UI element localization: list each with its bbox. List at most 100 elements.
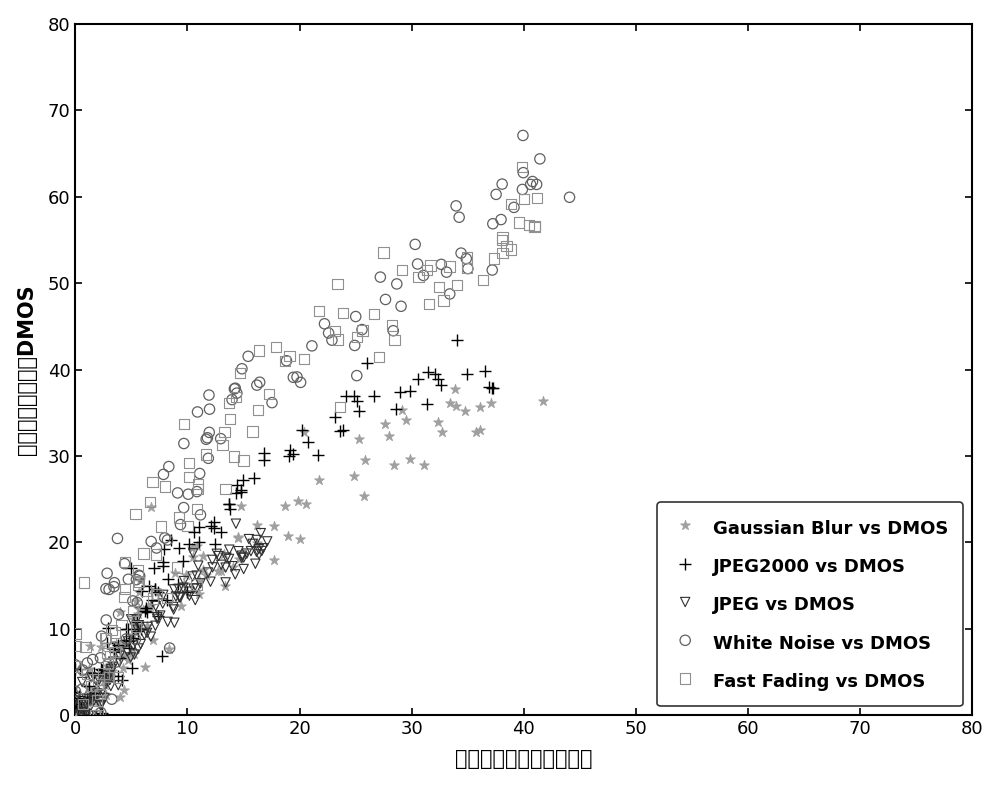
JPEG vs DMOS (168, 590, 184, 603)
JPEG vs DMOS (93, 700, 109, 712)
JPEG vs DMOS (224, 560, 240, 572)
Gaussian Blur vs DMOS (377, 417, 393, 430)
White Noise vs DMOS (118, 633, 134, 645)
White Noise vs DMOS (442, 288, 458, 300)
JPEG2000 vs DMOS (110, 639, 126, 652)
JPEG2000 vs DMOS (112, 652, 128, 664)
JPEG2000 vs DMOS (449, 334, 465, 347)
JPEG vs DMOS (73, 699, 89, 711)
JPEG2000 vs DMOS (233, 486, 249, 498)
Gaussian Blur vs DMOS (173, 599, 189, 612)
JPEG2000 vs DMOS (222, 502, 238, 515)
JPEG2000 vs DMOS (147, 582, 163, 595)
White Noise vs DMOS (94, 630, 110, 642)
White Noise vs DMOS (201, 426, 217, 439)
JPEG2000 vs DMOS (366, 389, 382, 402)
White Noise vs DMOS (117, 557, 133, 570)
JPEG vs DMOS (149, 612, 165, 625)
Fast Fading vs DMOS (157, 480, 173, 493)
JPEG2000 vs DMOS (281, 450, 297, 462)
White Noise vs DMOS (198, 433, 214, 446)
JPEG2000 vs DMOS (129, 616, 145, 629)
Fast Fading vs DMOS (459, 252, 475, 264)
JPEG2000 vs DMOS (213, 526, 229, 538)
JPEG vs DMOS (125, 639, 141, 652)
JPEG2000 vs DMOS (87, 687, 103, 700)
Gaussian Blur vs DMOS (112, 605, 128, 618)
JPEG vs DMOS (213, 559, 229, 571)
Gaussian Blur vs DMOS (94, 667, 110, 679)
JPEG vs DMOS (171, 590, 187, 603)
JPEG2000 vs DMOS (133, 623, 149, 636)
Fast Fading vs DMOS (110, 671, 126, 684)
White Noise vs DMOS (453, 247, 469, 259)
Gaussian Blur vs DMOS (93, 641, 109, 653)
JPEG2000 vs DMOS (73, 701, 89, 714)
JPEG vs DMOS (234, 552, 250, 564)
Gaussian Blur vs DMOS (457, 405, 473, 417)
White Noise vs DMOS (240, 350, 256, 362)
Gaussian Blur vs DMOS (70, 698, 86, 711)
JPEG2000 vs DMOS (175, 554, 191, 567)
JPEG vs DMOS (81, 703, 97, 716)
Fast Fading vs DMOS (218, 483, 234, 495)
JPEG vs DMOS (69, 708, 85, 721)
White Noise vs DMOS (149, 542, 165, 554)
Gaussian Blur vs DMOS (96, 675, 112, 688)
Gaussian Blur vs DMOS (351, 433, 367, 446)
JPEG2000 vs DMOS (171, 542, 187, 554)
Gaussian Blur vs DMOS (290, 495, 306, 508)
JPEG2000 vs DMOS (246, 472, 262, 484)
Fast Fading vs DMOS (97, 631, 113, 644)
Fast Fading vs DMOS (236, 454, 252, 467)
JPEG2000 vs DMOS (327, 410, 343, 423)
JPEG2000 vs DMOS (67, 701, 83, 714)
JPEG vs DMOS (255, 542, 271, 555)
Fast Fading vs DMOS (117, 556, 133, 568)
Fast Fading vs DMOS (216, 426, 232, 439)
White Noise vs DMOS (562, 191, 578, 204)
Fast Fading vs DMOS (332, 400, 348, 413)
Fast Fading vs DMOS (101, 671, 117, 684)
White Noise vs DMOS (170, 487, 186, 499)
White Noise vs DMOS (227, 382, 243, 395)
White Noise vs DMOS (515, 129, 531, 141)
JPEG2000 vs DMOS (419, 398, 435, 410)
JPEG vs DMOS (248, 545, 264, 558)
JPEG vs DMOS (185, 570, 201, 582)
JPEG vs DMOS (254, 545, 270, 557)
Fast Fading vs DMOS (498, 240, 514, 252)
White Noise vs DMOS (433, 258, 449, 270)
Gaussian Blur vs DMOS (126, 648, 142, 660)
JPEG2000 vs DMOS (159, 593, 175, 606)
Gaussian Blur vs DMOS (266, 520, 282, 532)
Fast Fading vs DMOS (189, 502, 205, 515)
Fast Fading vs DMOS (145, 476, 161, 488)
White Noise vs DMOS (176, 437, 192, 450)
Fast Fading vs DMOS (107, 645, 123, 658)
JPEG2000 vs DMOS (191, 521, 207, 534)
Fast Fading vs DMOS (89, 694, 105, 707)
Gaussian Blur vs DMOS (125, 629, 141, 641)
Gaussian Blur vs DMOS (198, 569, 214, 582)
JPEG2000 vs DMOS (206, 522, 222, 534)
Gaussian Blur vs DMOS (277, 500, 293, 512)
JPEG vs DMOS (102, 674, 118, 686)
Gaussian Blur vs DMOS (298, 498, 314, 510)
Fast Fading vs DMOS (232, 366, 248, 379)
White Noise vs DMOS (79, 656, 95, 669)
Gaussian Blur vs DMOS (167, 567, 183, 579)
Fast Fading vs DMOS (494, 231, 510, 244)
White Noise vs DMOS (348, 310, 364, 323)
JPEG vs DMOS (123, 613, 139, 626)
Gaussian Blur vs DMOS (145, 634, 161, 646)
White Noise vs DMOS (224, 393, 240, 406)
JPEG vs DMOS (129, 613, 145, 626)
Fast Fading vs DMOS (159, 592, 175, 604)
Gaussian Blur vs DMOS (81, 663, 97, 675)
Fast Fading vs DMOS (375, 246, 391, 259)
JPEG vs DMOS (91, 674, 107, 686)
Gaussian Blur vs DMOS (142, 599, 158, 612)
White Noise vs DMOS (407, 238, 423, 251)
Gaussian Blur vs DMOS (113, 642, 129, 655)
